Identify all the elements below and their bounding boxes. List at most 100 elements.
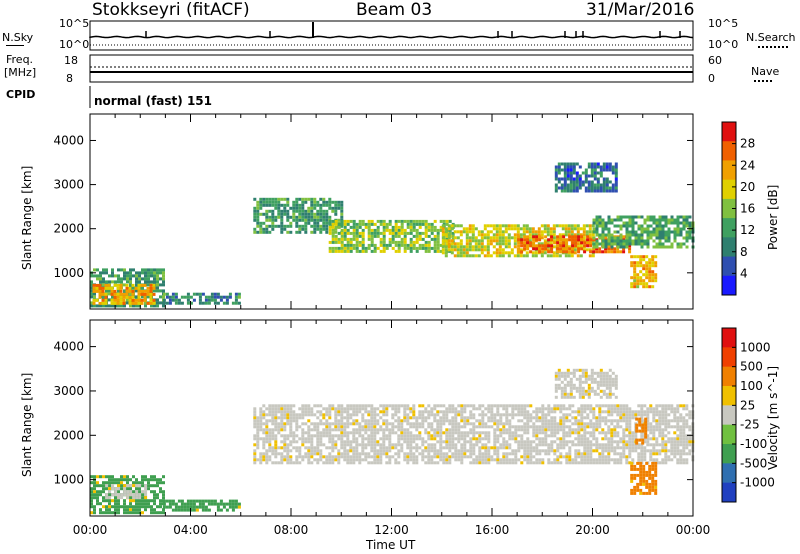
power-cell [412,228,416,232]
power-cell [334,209,338,213]
velocity-cell [334,416,338,420]
power-cell [630,261,634,265]
power-cell [483,248,487,252]
power-cell [120,277,123,281]
power-cell [358,231,362,235]
velocity-cell [639,473,643,477]
power-cell [643,221,647,225]
velocity-cell [406,419,410,423]
velocity-cell [610,434,614,438]
power-cell [421,219,425,223]
velocity-cell [421,413,425,417]
velocity-cell [598,431,602,435]
velocity-cell [415,425,419,429]
power-cell [654,273,658,277]
power-cell [552,236,556,240]
power-cell [619,227,623,231]
power-cell [292,212,296,216]
velocity-cell [102,475,105,479]
velocity-cell [590,368,594,372]
velocity-cell [298,425,302,429]
velocity-cell [295,413,299,417]
power-cell [156,283,159,287]
velocity-cell [664,443,668,447]
velocity-cell [595,446,599,450]
velocity-cell [409,407,413,411]
velocity-cell [685,437,689,441]
velocity-cell [126,505,129,509]
power-cell [456,242,460,246]
velocity-cell [412,422,416,426]
velocity-cell [114,502,117,506]
velocity-cell [313,452,317,456]
power-cell [129,268,132,272]
velocity-cell [610,410,614,414]
power-cell [486,254,490,258]
power-cell [409,246,413,250]
velocity-cell [277,452,281,456]
power-cell [459,230,463,234]
velocity-cell [349,416,353,420]
power-cell [397,228,401,232]
velocity-cell [595,419,599,423]
velocity-cell [661,407,665,411]
power-cell [468,254,472,258]
velocity-cell [265,437,269,441]
velocity-cell [307,452,311,456]
power-cell [340,240,344,244]
velocity-cell [638,420,642,424]
velocity-cell [153,475,156,479]
velocity-cell [580,419,584,423]
velocity-cell [253,449,257,453]
power-cell [583,241,587,245]
velocity-cell [421,422,425,426]
power-cell [504,230,508,234]
power-cell [541,247,545,251]
velocity-cell [262,422,266,426]
velocity-cell [673,452,677,456]
velocity-cell [358,404,362,408]
velocity-cell [469,455,473,459]
power-cell [546,227,550,231]
velocity-cell [427,458,431,462]
power-cell [352,237,356,241]
velocity-cell [685,422,689,426]
power-cell [337,225,341,229]
power-cell [198,295,202,299]
velocity-cell [310,461,314,465]
velocity-cell [636,488,640,492]
power-cell [90,301,93,305]
velocity-cell [382,404,386,408]
velocity-cell [466,416,470,420]
velocity-cell [535,419,539,423]
velocity-cell [544,425,548,429]
velocity-cell [604,434,608,438]
velocity-cell [664,413,668,417]
velocity-cell [472,443,476,447]
power-cell [561,227,565,231]
power-cell [643,218,647,222]
velocity-cell [601,452,605,456]
power-cell [616,218,620,222]
velocity-cell [655,443,659,447]
velocity-cell [364,443,368,447]
power-cell [111,304,114,308]
power-cell [430,231,434,235]
velocity-cell [385,422,389,426]
power-cell [253,230,257,234]
velocity-cell [654,488,658,492]
power-cell [679,245,683,249]
power-cell [186,298,190,302]
velocity-cell [162,502,166,506]
power-cell [436,243,440,247]
velocity-cell [544,443,548,447]
velocity-cell [370,455,374,459]
power-cell [137,292,141,296]
power-cell [367,225,371,229]
velocity-cell [499,416,503,420]
velocity-cell [442,461,446,465]
velocity-cell [457,413,461,417]
power-cell [131,301,135,305]
velocity-cell [400,434,404,438]
velocity-cell [526,428,530,432]
